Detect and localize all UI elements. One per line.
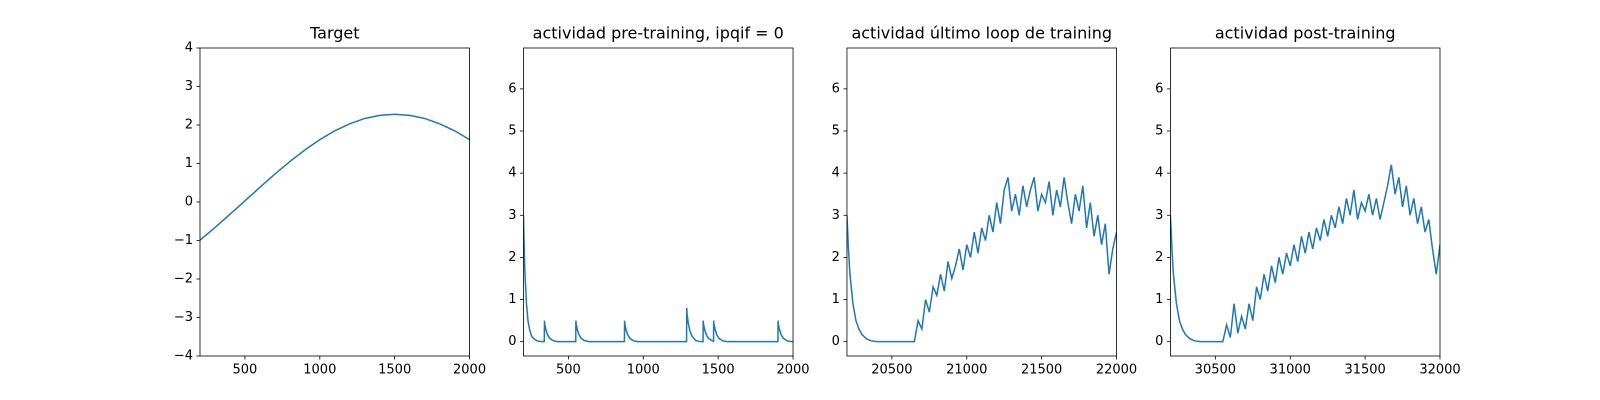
x-tick-label: 22000 <box>1096 363 1137 378</box>
x-tick-label: 2000 <box>776 363 809 378</box>
y-tick-label: 2 <box>185 118 193 133</box>
x-tick-label: 30500 <box>1195 363 1236 378</box>
y-tick-label: 5 <box>1155 124 1163 139</box>
y-tick-label: −2 <box>174 272 193 287</box>
y-tick-label: 5 <box>508 124 516 139</box>
y-tick-label: 0 <box>832 334 840 349</box>
y-tick-label: −1 <box>174 233 193 248</box>
y-tick-label: 0 <box>1155 334 1163 349</box>
y-tick-label: 2 <box>832 250 840 265</box>
y-tick-label: 6 <box>508 81 516 96</box>
subplot-title: actividad último loop de training <box>851 24 1112 43</box>
x-tick-label: 1500 <box>378 363 411 378</box>
axes-frame <box>199 47 470 357</box>
x-tick-label: 2000 <box>453 363 486 378</box>
x-tick-label: 20500 <box>871 363 912 378</box>
x-tick-label: 21500 <box>1021 363 1062 378</box>
subplot: actividad pre-training, ipqif = 0 500 1000… <box>508 24 809 378</box>
y-tick-label: 4 <box>1155 166 1163 181</box>
y-tick-label: 2 <box>508 250 516 265</box>
data-line <box>846 177 1117 343</box>
x-tick-label: 31500 <box>1344 363 1385 378</box>
subplot-title: Target <box>309 24 360 43</box>
y-tick-label: 6 <box>832 81 840 96</box>
x-tick-label: 500 <box>233 363 258 378</box>
subplot-title: actividad post-training <box>1215 24 1396 43</box>
subplot: Target 500 1000 1500 2000 −4 −3 −2 −1 0 1 2 3 4 <box>174 24 486 378</box>
data-line <box>1170 164 1441 343</box>
y-tick-label: 5 <box>832 124 840 139</box>
y-tick-label: 1 <box>508 292 516 307</box>
y-tick-label: −4 <box>174 349 193 364</box>
y-tick-label: 4 <box>508 166 516 181</box>
axes-frame <box>1170 47 1441 357</box>
x-tick-label: 32000 <box>1419 363 1460 378</box>
y-tick-label: 2 <box>1155 250 1163 265</box>
y-tick-label: 1 <box>1155 292 1163 307</box>
y-tick-label: 6 <box>1155 81 1163 96</box>
y-tick-label: 3 <box>508 208 516 223</box>
y-tick-label: 0 <box>508 334 516 349</box>
data-line <box>523 215 794 343</box>
axes-frame <box>846 47 1117 357</box>
y-tick-label: 4 <box>832 166 840 181</box>
x-tick-label: 500 <box>556 363 581 378</box>
y-tick-label: 3 <box>832 208 840 223</box>
y-tick-label: 3 <box>1155 208 1163 223</box>
subplot-title: actividad pre-training, ipqif = 0 <box>533 24 784 43</box>
x-tick-label: 21000 <box>946 363 987 378</box>
y-tick-label: 3 <box>185 79 193 94</box>
y-tick-label: −3 <box>174 310 193 325</box>
y-tick-label: 0 <box>185 195 193 210</box>
x-tick-label: 1500 <box>702 363 735 378</box>
y-tick-label: 1 <box>185 156 193 171</box>
axes-frame <box>523 47 794 357</box>
x-tick-label: 1000 <box>627 363 660 378</box>
data-line <box>200 113 470 241</box>
x-tick-label: 1000 <box>303 363 336 378</box>
x-tick-label: 31000 <box>1270 363 1311 378</box>
y-tick-label: 1 <box>832 292 840 307</box>
y-tick-label: 4 <box>185 41 193 56</box>
